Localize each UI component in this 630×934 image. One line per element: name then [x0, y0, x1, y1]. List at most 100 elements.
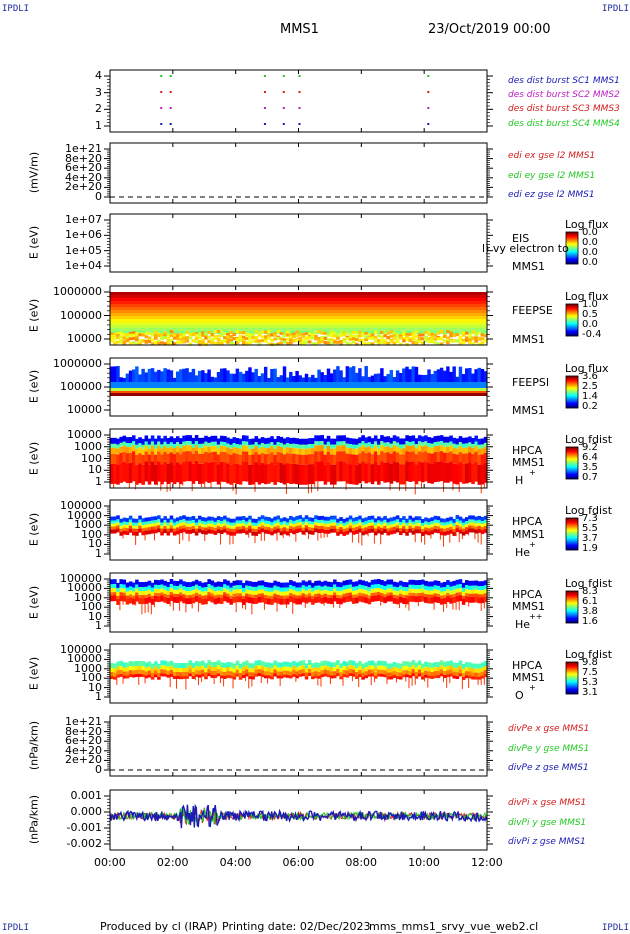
heat-cell [232, 528, 237, 532]
heat-cell [329, 444, 334, 449]
corner-label-top-left: IPDLI [2, 4, 30, 14]
heat-cell [191, 594, 196, 598]
heat-cell [377, 529, 381, 534]
heat-cell [320, 337, 325, 341]
heat-cell [421, 528, 425, 532]
heat-cell [301, 524, 306, 528]
heat-cell [317, 526, 321, 530]
heat-cell [386, 663, 391, 669]
heat-cell [150, 520, 155, 524]
colorbar-step [566, 545, 578, 547]
heat-cell [367, 598, 372, 605]
heat-cell [285, 582, 290, 588]
heat-cell [483, 442, 488, 447]
heat-cell [219, 517, 224, 522]
heat-cell [113, 668, 117, 673]
heat-cell [336, 522, 340, 526]
heat-cell [235, 454, 240, 465]
heat-cell [235, 665, 240, 670]
heat-cell [430, 663, 434, 669]
heat-cell [314, 342, 318, 346]
heat-cell [389, 668, 394, 673]
heat-cell [477, 672, 482, 677]
heat-cell [458, 436, 463, 443]
heat-cell [216, 454, 221, 465]
heat-cell [377, 448, 381, 455]
heat-cell [399, 589, 403, 594]
heat-cell [235, 444, 240, 449]
heat-cell [201, 370, 205, 392]
heat-cell [125, 437, 130, 444]
ylabel: E (eV) [27, 512, 41, 547]
ytick-label: 1e+06 [65, 228, 102, 242]
heat-cell [172, 336, 177, 340]
heat-cell [267, 342, 271, 346]
heat-cell [304, 337, 309, 341]
heat-cell [204, 332, 208, 336]
heat-cell [433, 589, 438, 594]
heat-cell [125, 598, 130, 605]
heat-cell [254, 594, 259, 598]
heat-cell [229, 448, 233, 455]
heat-cell [201, 333, 205, 337]
heat-cell [399, 464, 403, 485]
heat-cell [232, 332, 237, 336]
colorbar-step [566, 544, 578, 546]
heat-cell [128, 594, 133, 598]
heat-cell [373, 531, 378, 536]
colorbar-step [566, 614, 578, 616]
heat-cell [458, 482, 460, 493]
panel-frame [109, 715, 488, 777]
heat-cell [257, 589, 262, 594]
heat-cell [408, 525, 412, 529]
heat-cell [197, 528, 202, 533]
heat-cell [421, 595, 425, 602]
heat-cell [276, 590, 281, 595]
heat-cell [458, 338, 463, 342]
heat-cell [172, 522, 177, 526]
xtick-label: 08:00 [345, 856, 378, 869]
heat-cell [235, 516, 240, 521]
heat-cell [163, 665, 167, 670]
heat-cell [197, 666, 202, 671]
heat-cell [383, 525, 387, 529]
heat-cell [348, 454, 353, 465]
heat-cell [383, 452, 387, 463]
heat-cell [301, 438, 306, 445]
heat-cell [314, 461, 318, 482]
colorbar-value: 3.6 [582, 371, 598, 382]
heat-cell [355, 520, 359, 524]
heat-cell [175, 333, 180, 337]
heat-cell [465, 447, 469, 454]
heat-cell [131, 451, 136, 462]
colorbar-step [566, 400, 578, 402]
ytick-label: -0.002 [66, 837, 102, 850]
heat-cell [185, 451, 189, 462]
heat-cell [182, 525, 186, 529]
heat-cell [188, 533, 190, 542]
heat-cell [292, 530, 296, 535]
heat-cell [295, 370, 299, 392]
heat-cell [424, 521, 428, 525]
heat-cell [128, 525, 133, 529]
heat-cell [477, 337, 482, 341]
heat-cell [449, 371, 453, 392]
charge-label: ++ [529, 612, 543, 621]
heat-cell [144, 524, 149, 528]
heat-cell [361, 580, 365, 586]
heat-cell [153, 516, 158, 521]
heat-cell [377, 526, 381, 530]
heat-cell [153, 670, 158, 675]
heat-cell [342, 593, 347, 597]
colorbar-step [566, 237, 578, 239]
heat-cell [285, 531, 290, 536]
ytick-label: 10000 [67, 581, 102, 595]
heat-cell [301, 673, 306, 677]
heat-cell [329, 438, 334, 445]
heat-cell [204, 461, 208, 482]
heat-cell [314, 481, 316, 487]
heat-cell [468, 452, 472, 463]
heat-cell [157, 580, 161, 586]
heat-cell [386, 595, 391, 602]
colorbar-step [566, 687, 578, 689]
